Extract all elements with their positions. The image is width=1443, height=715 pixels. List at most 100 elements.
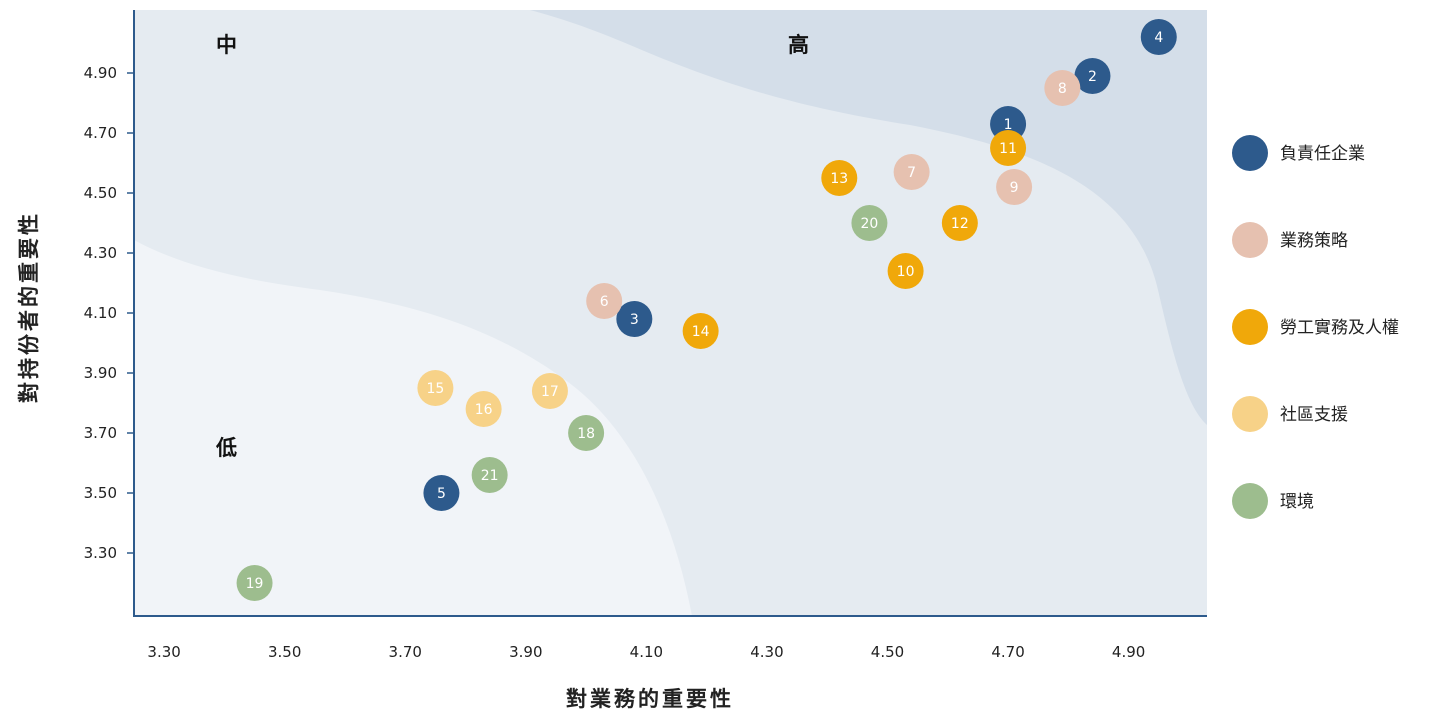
data-point-label: 16: [475, 402, 493, 418]
data-point: 2: [1074, 58, 1111, 94]
y-tick-label: 3.90: [84, 364, 117, 382]
data-point-label: 9: [1010, 180, 1019, 196]
data-point-marker: [990, 130, 1027, 166]
data-point-label: 19: [246, 576, 264, 592]
data-point: 16: [465, 391, 502, 427]
data-point-label: 1: [1004, 117, 1013, 133]
data-point-marker: [1074, 58, 1111, 94]
legend-item: 負責任企業: [1232, 135, 1365, 171]
x-tick-label: 3.30: [147, 643, 180, 661]
data-point-marker: [893, 154, 930, 190]
data-point-label: 3: [630, 312, 639, 328]
data-point-label: 8: [1058, 81, 1067, 97]
data-point-marker: [471, 457, 508, 493]
legend-marker: [1232, 483, 1268, 519]
legend-label: 勞工實務及人權: [1280, 318, 1399, 338]
data-point-marker: [1140, 19, 1177, 55]
x-tick-label: 3.50: [268, 643, 301, 661]
legend-marker: [1232, 309, 1268, 345]
y-axis-title: 對持份者的重要性: [17, 211, 41, 403]
legend-item: 環境: [1232, 483, 1314, 519]
axes: 4.90 4.70 4.50 4.30 4.10 3.90 3.70 3.50 3.30 3.3…: [17, 10, 1207, 711]
x-tick-label: 4.70: [991, 643, 1024, 661]
data-point: 15: [417, 370, 454, 406]
data-point: 17: [531, 373, 568, 409]
data-point-marker: [616, 301, 653, 337]
data-point: 11: [990, 130, 1027, 166]
legend-item: 社區支援: [1232, 396, 1348, 432]
data-point: 13: [821, 160, 858, 196]
y-tick-label: 4.70: [84, 124, 117, 142]
plot-area: 中 高 低: [134, 10, 1207, 616]
data-point-label: 13: [830, 171, 848, 187]
y-tick-label: 4.30: [84, 244, 117, 262]
data-point-marker: [1044, 70, 1081, 106]
data-point: 20: [851, 205, 888, 241]
y-tick-label: 3.50: [84, 484, 117, 502]
data-point: 10: [887, 253, 924, 289]
legend-label: 環境: [1280, 492, 1314, 512]
data-point-label: 12: [951, 216, 969, 232]
data-point-label: 18: [577, 426, 595, 442]
zone-label-low: 低: [215, 436, 237, 460]
data-point-label: 5: [437, 486, 446, 502]
x-tick-label: 3.70: [389, 643, 422, 661]
data-point-marker: [465, 391, 502, 427]
legend-item: 勞工實務及人權: [1232, 309, 1399, 345]
zone-label-medium: 中: [216, 33, 237, 57]
x-axis-ticks: 3.30 3.50 3.70 3.90 4.10 4.30 4.50 4.70 4.90: [147, 643, 1145, 661]
data-point-label: 14: [692, 324, 710, 340]
legend-marker: [1232, 135, 1268, 171]
data-point: 5: [423, 475, 460, 511]
data-point: 3: [616, 301, 653, 337]
zone-label-high: 高: [788, 33, 809, 57]
data-point: 6: [586, 283, 623, 319]
data-point: 7: [893, 154, 930, 190]
data-point-label: 6: [600, 294, 609, 310]
y-tick-label: 3.30: [84, 544, 117, 562]
data-point: 21: [471, 457, 508, 493]
data-point-marker: [417, 370, 454, 406]
data-point: 4: [1140, 19, 1177, 55]
data-point-label: 7: [907, 165, 916, 181]
legend-label: 業務策略: [1280, 231, 1348, 251]
legend-label: 社區支援: [1280, 405, 1348, 425]
y-tick-label: 3.70: [84, 424, 117, 442]
data-point-label: 2: [1088, 69, 1097, 85]
zone-background-medium: [134, 10, 1207, 616]
data-point-label: 17: [541, 384, 559, 400]
y-axis-ticks: 4.90 4.70 4.50 4.30 4.10 3.90 3.70 3.50 3.30: [84, 64, 134, 562]
data-point: 8: [1044, 70, 1081, 106]
x-tick-label: 4.30: [750, 643, 783, 661]
legend-label: 負責任企業: [1280, 144, 1365, 164]
legend-item: 業務策略: [1232, 222, 1348, 258]
data-point: 9: [996, 169, 1033, 205]
data-point-label: 11: [999, 141, 1017, 157]
y-tick-label: 4.90: [84, 64, 117, 82]
data-point: 19: [236, 565, 273, 601]
x-tick-label: 4.50: [871, 643, 904, 661]
data-point-marker: [821, 160, 858, 196]
x-tick-label: 3.90: [509, 643, 542, 661]
legend-marker: [1232, 222, 1268, 258]
data-point-marker: [423, 475, 460, 511]
data-point-marker: [851, 205, 888, 241]
data-point: 12: [941, 205, 978, 241]
data-point-label: 20: [861, 216, 879, 232]
data-point-marker: [531, 373, 568, 409]
x-tick-label: 4.10: [630, 643, 663, 661]
data-point-marker: [941, 205, 978, 241]
zone-background-high: [530, 10, 1207, 425]
data-point-label: 21: [481, 468, 499, 484]
data-point-label: 4: [1154, 30, 1163, 46]
data-point-marker: [887, 253, 924, 289]
data-point-marker: [236, 565, 273, 601]
data-point-marker: [586, 283, 623, 319]
x-tick-label: 4.90: [1112, 643, 1145, 661]
y-tick-label: 4.50: [84, 184, 117, 202]
data-point-label: 15: [426, 381, 444, 397]
data-point-marker: [568, 415, 605, 451]
